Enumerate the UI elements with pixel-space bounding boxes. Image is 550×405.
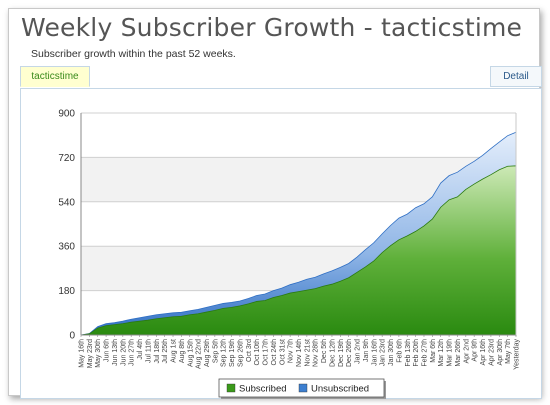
x-tick-label: Sep 12th (221, 339, 228, 367)
x-tick-label: Nov 28th (313, 339, 320, 367)
x-tick-label: Oct 3rd (246, 339, 253, 362)
x-tick-label: Apr 30th (497, 339, 504, 366)
x-tick-label: Jun 27th (129, 339, 136, 366)
x-tick-label: Dec 12th (329, 339, 336, 367)
x-tick-label: Oct 24th (271, 339, 278, 366)
legend-swatch-unsubscribed (298, 383, 308, 393)
x-tick-label: Sep 19th (229, 339, 236, 367)
x-tick-label: Apr 16th (480, 339, 487, 366)
x-tick-label: Jul 25th (162, 339, 169, 364)
chart-panel: 0 180 360 540 720 900 May 16th May 23rd May 30th… (20, 89, 542, 399)
x-tick-label: Jan 9th (363, 339, 370, 362)
x-tick-label: Feb 27th (421, 339, 428, 367)
x-tick-label: Mar 26th (455, 339, 462, 367)
x-tick-label: Jun 13th (112, 339, 119, 366)
x-tick-label: Sep 5th (212, 339, 219, 363)
x-tick-label: Apr 9th (472, 339, 479, 362)
y-tick-label: 360 (58, 242, 75, 253)
x-tick-label: Jan 16th (371, 339, 378, 366)
x-tick-label: Yesterday (514, 339, 521, 370)
y-tick-label: 0 (69, 331, 75, 342)
y-tick-label: 900 (58, 109, 75, 120)
x-tick-label: Oct 31st (279, 339, 286, 365)
x-tick-label: Jul 4th (137, 339, 144, 360)
x-tick-label: Feb 13th (405, 339, 412, 367)
x-tick-label: Nov 14th (296, 339, 303, 367)
x-tick-label: Jun 20th (120, 339, 127, 366)
y-tick-label: 720 (58, 153, 75, 164)
legend-swatch-subscribed (226, 383, 236, 393)
tab-detail[interactable]: Detail (490, 66, 542, 87)
x-tick-label: Aug 15th (187, 339, 194, 367)
x-tick-label: Dec 5th (321, 339, 328, 363)
series-subscribed-area (80, 165, 517, 336)
x-tick-label: Mar 19th (447, 339, 454, 367)
x-tick-label: Aug 29th (204, 339, 211, 367)
y-tick-label: 540 (58, 197, 75, 208)
x-tick-label: May 30th (95, 339, 102, 368)
x-tick-label: Aug 22nd (196, 339, 203, 369)
x-tick-label: May 7th (505, 339, 512, 364)
x-tick-label: Jan 30th (388, 339, 395, 366)
x-tick-label: Mar 6th (430, 339, 437, 363)
x-tick-label: Jan 23rd (380, 339, 387, 366)
x-tick-label: Oct 17th (263, 339, 270, 366)
x-tick-label: May 16th (79, 339, 86, 368)
legend-label-subscribed: Subscribed (239, 384, 287, 395)
report-card: Weekly Subscriber Growth - tacticstime S… (8, 8, 542, 399)
x-tick-label: Apr 2nd (463, 339, 470, 364)
x-tick-label: Jun 6th (104, 339, 111, 362)
page-subtitle: Subscriber growth within the past 52 wee… (31, 48, 236, 60)
x-tick-label: Jul 11th (145, 339, 152, 363)
x-tick-label: Sep 26th (237, 339, 244, 367)
x-tick-label: Dec 19th (338, 339, 345, 367)
x-tick-label: Dec 26th (346, 339, 353, 367)
x-tick-label: Jul 18th (154, 339, 161, 364)
subscriber-growth-chart: 0 180 360 540 720 900 May 16th May 23rd May 30th… (58, 109, 521, 399)
x-tick-label: Mar 12th (438, 339, 445, 367)
x-tick-label: Nov 21st (304, 339, 311, 367)
x-tick-label: Jan 2nd (355, 339, 362, 364)
x-tick-label: Aug 8th (179, 339, 186, 363)
x-tick-label: Feb 6th (396, 339, 403, 363)
x-tick-label: Oct 10th (254, 339, 261, 366)
x-tick-label: May 23rd (87, 339, 94, 368)
tab-tacticstime[interactable]: tacticstime (20, 66, 90, 87)
legend-label-unsubscribed: Unsubscribed (311, 384, 369, 395)
x-tick-label: Aug 1st (171, 339, 178, 363)
page-title: Weekly Subscriber Growth - tacticstime (21, 13, 523, 42)
x-tick-label: Apr 23rd (488, 339, 495, 366)
tab-bar: tacticstime Detail (20, 66, 542, 89)
x-tick-label: Feb 20th (413, 339, 420, 367)
y-tick-label: 180 (58, 286, 75, 297)
x-tick-label: Nov 7th (288, 339, 295, 363)
